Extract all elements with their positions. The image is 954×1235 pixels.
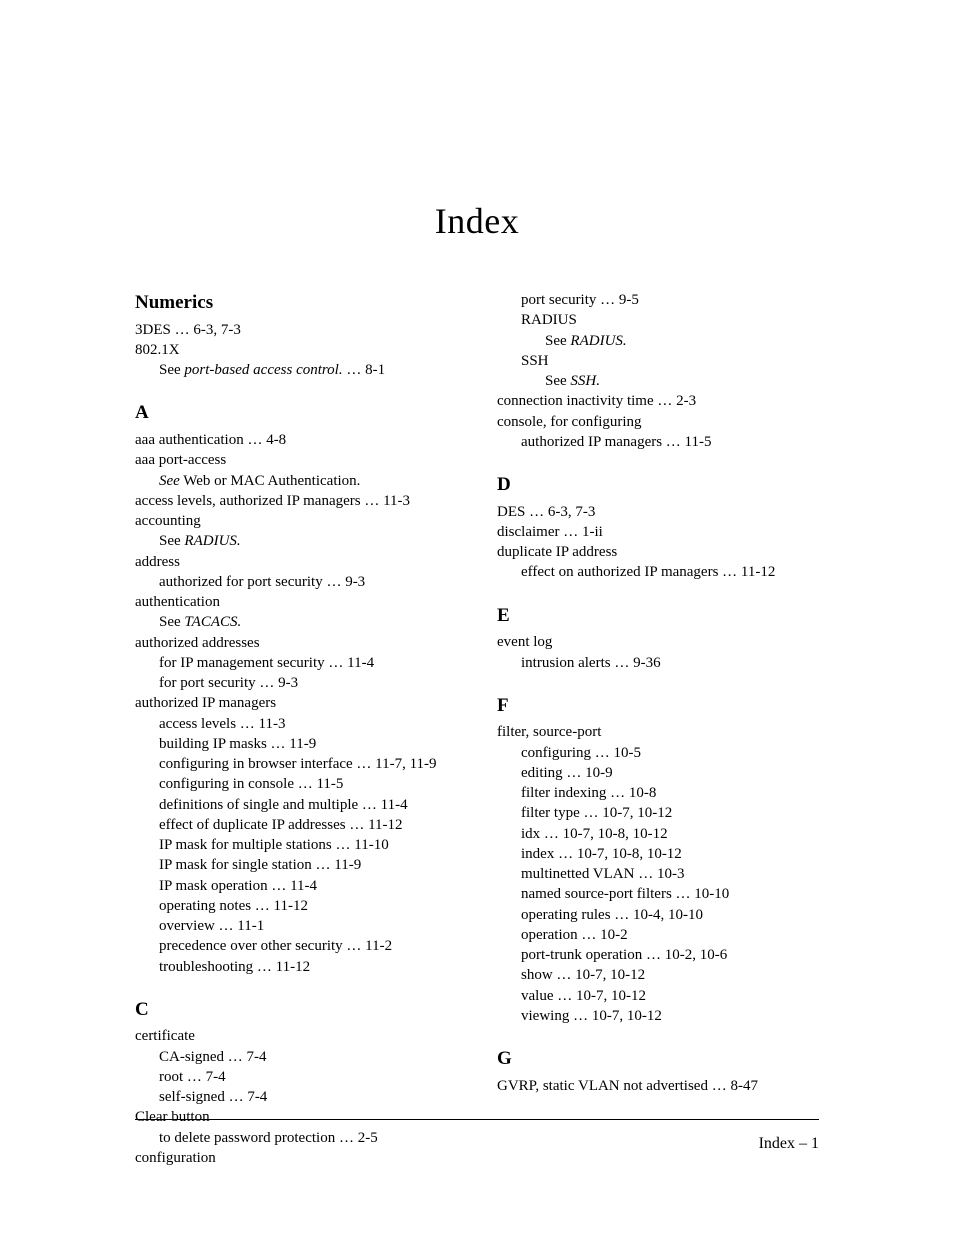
index-entry: certificate: [135, 1026, 457, 1046]
index-entry: event log: [497, 632, 819, 652]
index-entry: Clear button: [135, 1107, 457, 1127]
index-subentry: definitions of single and multiple … 11-…: [135, 795, 457, 815]
index-subentry: See Web or MAC Authentication.: [135, 471, 457, 491]
index-entry: 802.1X: [135, 340, 457, 360]
index-subentry: troubleshooting … 11-12: [135, 957, 457, 977]
index-subentry: configuring in console … 11-5: [135, 774, 457, 794]
text: See: [545, 333, 570, 349]
index-subentry: configuring … 10-5: [497, 743, 819, 763]
index-subentry: building IP masks … 11-9: [135, 734, 457, 754]
index-entry: address: [135, 552, 457, 572]
index-subentry: IP mask operation … 11-4: [135, 876, 457, 896]
index-subentry: IP mask for multiple stations … 11-10: [135, 835, 457, 855]
index-subentry: CA-signed … 7-4: [135, 1047, 457, 1067]
index-subentry: precedence over other security … 11-2: [135, 936, 457, 956]
index-subentry: idx … 10-7, 10-8, 10-12: [497, 824, 819, 844]
index-subentry: access levels … 11-3: [135, 714, 457, 734]
text: See: [159, 362, 184, 378]
index-subentry: filter type … 10-7, 10-12: [497, 803, 819, 823]
footer-rule: [135, 1119, 819, 1120]
index-subentry: for port security … 9-3: [135, 673, 457, 693]
italic-ref: RADIUS.: [570, 333, 626, 349]
left-column: Numerics 3DES … 6-3, 7-3 802.1X See port…: [135, 290, 457, 1168]
index-entry: console, for configuring: [497, 412, 819, 432]
index-entry: configuration: [135, 1148, 457, 1168]
italic-ref: RADIUS.: [184, 533, 240, 549]
italic-ref: See: [159, 473, 180, 489]
index-subentry: port security … 9-5: [497, 290, 819, 310]
index-subentry: intrusion alerts … 9-36: [497, 653, 819, 673]
index-subentry: IP mask for single station … 11-9: [135, 855, 457, 875]
text: Web or MAC Authentication.: [180, 473, 361, 489]
index-subentry: configuring in browser interface … 11-7,…: [135, 754, 457, 774]
index-subentry: overview … 11-1: [135, 916, 457, 936]
index-entry: GVRP, static VLAN not advertised … 8-47: [497, 1076, 819, 1096]
index-subentry: index … 10-7, 10-8, 10-12: [497, 844, 819, 864]
index-entry: 3DES … 6-3, 7-3: [135, 320, 457, 340]
index-entry: authentication: [135, 592, 457, 612]
index-subentry: See port-based access control. … 8-1: [135, 360, 457, 380]
index-entry: authorized addresses: [135, 633, 457, 653]
section-heading-d: D: [497, 472, 819, 498]
section-heading-numerics: Numerics: [135, 290, 457, 316]
section-heading-a: A: [135, 400, 457, 426]
index-subentry: self-signed … 7-4: [135, 1087, 457, 1107]
index-subentry: named source-port filters … 10-10: [497, 884, 819, 904]
index-subsubentry: See RADIUS.: [497, 331, 819, 351]
index-subentry: operating notes … 11-12: [135, 896, 457, 916]
index-entry: authorized IP managers: [135, 693, 457, 713]
page-title: Index: [135, 200, 819, 242]
section-heading-f: F: [497, 693, 819, 719]
italic-ref: SSH.: [570, 373, 600, 389]
index-subentry: authorized IP managers … 11-5: [497, 432, 819, 452]
index-subentry: See RADIUS.: [135, 531, 457, 551]
index-subentry: editing … 10-9: [497, 763, 819, 783]
index-subentry: viewing … 10-7, 10-12: [497, 1006, 819, 1026]
index-subentry: multinetted VLAN … 10-3: [497, 864, 819, 884]
text: See: [545, 373, 570, 389]
index-entry: connection inactivity time … 2-3: [497, 391, 819, 411]
index-entry: aaa port-access: [135, 450, 457, 470]
index-subentry: root … 7-4: [135, 1067, 457, 1087]
index-entry: disclaimer … 1-ii: [497, 522, 819, 542]
index-subentry: for IP management security … 11-4: [135, 653, 457, 673]
index-subsubentry: See SSH.: [497, 371, 819, 391]
index-subentry: authorized for port security … 9-3: [135, 572, 457, 592]
index-subentry: effect on authorized IP managers … 11-12: [497, 562, 819, 582]
index-entry: duplicate IP address: [497, 542, 819, 562]
index-subentry: to delete password protection … 2-5: [135, 1128, 457, 1148]
index-subentry: See TACACS.: [135, 612, 457, 632]
index-subentry: filter indexing … 10-8: [497, 783, 819, 803]
text: See: [159, 614, 184, 630]
italic-ref: TACACS.: [184, 614, 241, 630]
index-subentry: SSH: [497, 351, 819, 371]
right-column: port security … 9-5 RADIUS See RADIUS. S…: [497, 290, 819, 1168]
section-heading-c: C: [135, 997, 457, 1023]
section-heading-e: E: [497, 603, 819, 629]
index-subentry: value … 10-7, 10-12: [497, 986, 819, 1006]
section-heading-g: G: [497, 1046, 819, 1072]
italic-ref: port-based access control.: [184, 362, 342, 378]
page-number: Index – 1: [759, 1135, 819, 1153]
index-entry: DES … 6-3, 7-3: [497, 502, 819, 522]
index-subentry: operation … 10-2: [497, 925, 819, 945]
index-subentry: effect of duplicate IP addresses … 11-12: [135, 815, 457, 835]
index-entry: accounting: [135, 511, 457, 531]
index-subentry: operating rules … 10-4, 10-10: [497, 905, 819, 925]
index-subentry: RADIUS: [497, 310, 819, 330]
index-entry: aaa authentication … 4-8: [135, 430, 457, 450]
text: … 8-1: [343, 362, 386, 378]
index-subentry: show … 10-7, 10-12: [497, 965, 819, 985]
text: See: [159, 533, 184, 549]
index-entry: filter, source-port: [497, 722, 819, 742]
index-subentry: port-trunk operation … 10-2, 10-6: [497, 945, 819, 965]
index-columns: Numerics 3DES … 6-3, 7-3 802.1X See port…: [135, 290, 819, 1168]
index-entry: access levels, authorized IP managers … …: [135, 491, 457, 511]
